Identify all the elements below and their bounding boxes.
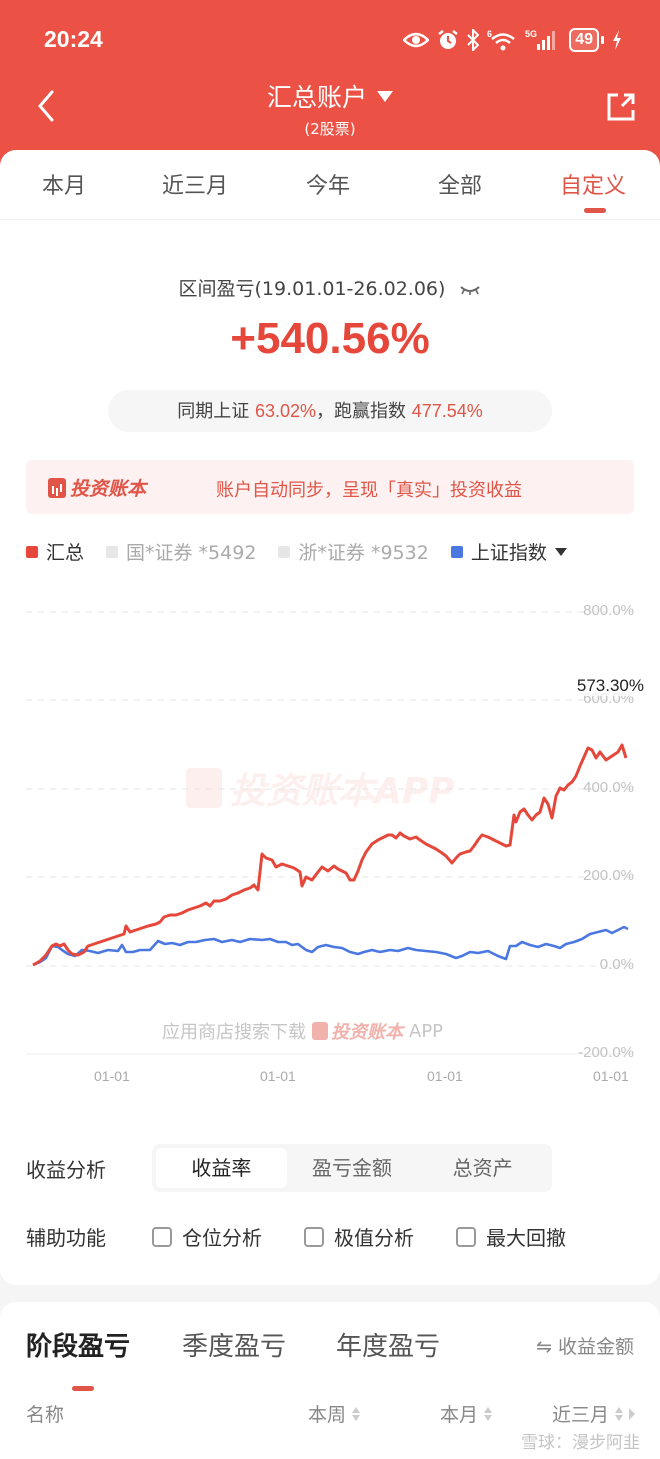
download-hint: 应用商店搜索下载 投资账本 APP: [162, 1020, 444, 1044]
checkbox-icon: [304, 1226, 324, 1247]
ledger-logo-icon: [186, 768, 222, 808]
column-this-week[interactable]: 本周: [308, 1400, 361, 1427]
checkbox-icon: [456, 1226, 476, 1247]
5g-signal-icon: 5G: [525, 29, 556, 50]
return-chart[interactable]: 投资账本APP 800.0% 600.0% 400.0% 200.0% 0.0%…: [0, 590, 660, 1090]
max-drawdown-checkbox[interactable]: 最大回撤: [456, 1222, 566, 1251]
column-name: 名称: [26, 1404, 65, 1426]
wifi-6-icon: 6: [487, 29, 515, 51]
tab-period-pnl[interactable]: 阶段盈亏: [26, 1332, 131, 1362]
ledger-logo-icon: [312, 1022, 328, 1040]
status-bar: 20:24 6 5G 49: [0, 26, 660, 58]
legend-sse-index[interactable]: 上证指数: [450, 538, 567, 565]
page-subtitle: (2股票): [304, 120, 356, 138]
total-return: +540.56%: [230, 314, 430, 363]
period-tabs: 本月 近三月 今年 全部 自定义: [0, 150, 660, 220]
position-analysis-checkbox[interactable]: 仓位分析: [152, 1222, 262, 1251]
pnl-card: 阶段盈亏 季度盈亏 年度盈亏 ⇋ 收益金额 名称 本周 本月 近三月 雪球：漫步…: [0, 1302, 660, 1459]
battery-icon: 49: [569, 28, 604, 52]
page-title: 汇总账户: [266, 83, 367, 112]
main-card: 本月 近三月 今年 全部 自定义 区间盈亏(19.01.01-26.02.06)…: [0, 150, 660, 1285]
toggle-amount-button[interactable]: ⇋ 收益金额: [536, 1336, 634, 1358]
eye-closed-icon[interactable]: [459, 279, 481, 301]
column-this-month[interactable]: 本月: [440, 1400, 493, 1427]
y-tick-0: 0.0%: [599, 956, 634, 973]
sort-icon: [484, 1406, 493, 1421]
tab-last-three-months[interactable]: 近三月: [162, 174, 229, 199]
legend-swatch: [278, 545, 291, 558]
range-label: 区间盈亏(19.01.01-26.02.06): [0, 274, 660, 301]
chart-plot: [26, 611, 634, 1055]
source-watermark: 雪球：漫步阿韭: [521, 1433, 640, 1453]
promo-text: 账户自动同步，呈现「真实」投资收益: [216, 480, 522, 501]
legend-account-5492[interactable]: 国*证券 *5492: [106, 538, 256, 565]
status-icons: 6 5G 49: [403, 28, 622, 52]
sort-icon: [615, 1406, 624, 1421]
tab-this-year[interactable]: 今年: [306, 174, 351, 199]
bluetooth-icon: [467, 29, 480, 51]
extreme-analysis-checkbox[interactable]: 极值分析: [304, 1222, 414, 1251]
aux-functions-row: 辅助功能 仓位分析 极值分析 最大回撤: [26, 1222, 608, 1251]
status-time: 20:24: [44, 26, 103, 52]
tab-custom[interactable]: 自定义: [560, 174, 627, 199]
svg-text:6: 6: [487, 29, 492, 39]
legend-total[interactable]: 汇总: [26, 538, 84, 565]
scroll-right-icon[interactable]: [629, 1407, 636, 1420]
y-tick-200: 200.0%: [583, 867, 634, 884]
aux-functions-label: 辅助功能: [26, 1226, 106, 1250]
tab-yearly-pnl[interactable]: 年度盈亏: [336, 1332, 441, 1362]
caret-down-icon: [377, 90, 393, 102]
end-value-label: 573.30%: [576, 676, 644, 696]
y-tick-800: 800.0%: [583, 602, 634, 619]
nav-bar: 汇总账户 (2股票): [0, 78, 660, 138]
tab-this-month[interactable]: 本月: [42, 174, 87, 199]
x-tick: 01-01: [94, 1068, 130, 1084]
x-tick: 01-01: [593, 1068, 629, 1084]
caret-down-icon: [554, 547, 567, 556]
sse-index-line: [32, 925, 629, 967]
analysis-segmented-control: 收益率 盈亏金额 总资产: [152, 1144, 552, 1192]
index-comparison: 同期上证 63.02%，跑赢指数 477.54%: [108, 390, 552, 432]
legend-swatch: [26, 545, 38, 558]
chart-watermark: 投资账本APP: [186, 762, 455, 814]
index-return: 63.02%: [254, 401, 316, 421]
legend-swatch: [450, 545, 463, 558]
tab-all[interactable]: 全部: [438, 174, 483, 199]
account-selector[interactable]: 汇总账户: [267, 78, 393, 114]
charging-icon: [613, 30, 621, 50]
legend-account-9532[interactable]: 浙*证券 *9532: [278, 538, 429, 565]
seg-pnl-amount[interactable]: 盈亏金额: [312, 1156, 392, 1180]
tab-quarterly-pnl[interactable]: 季度盈亏: [182, 1332, 287, 1362]
share-icon: [607, 93, 635, 121]
ledger-logo-icon: [48, 477, 66, 498]
brand-logo: 投资账本: [48, 474, 146, 501]
y-tick-neg200: -200.0%: [578, 1044, 634, 1061]
legend-swatch: [106, 545, 119, 558]
share-button[interactable]: [604, 90, 638, 124]
chevron-left-icon: [38, 90, 54, 122]
alarm-icon: [438, 30, 458, 49]
range-label-text: 区间盈亏(19.01.01-26.02.06): [178, 278, 446, 300]
checkbox-icon: [152, 1226, 172, 1247]
active-tab-indicator: [584, 208, 606, 213]
sort-icon: [352, 1406, 361, 1421]
seg-total-assets[interactable]: 总资产: [452, 1156, 513, 1180]
active-tab-indicator: [72, 1386, 94, 1391]
seg-return-rate[interactable]: 收益率: [156, 1148, 287, 1188]
return-analysis-row: 收益分析 收益率 盈亏金额 总资产: [26, 1144, 552, 1192]
column-three-months[interactable]: 近三月: [552, 1400, 636, 1427]
y-tick-400: 400.0%: [583, 779, 634, 796]
app-header: 20:24 6 5G 49 汇总账户 (2股票): [0, 0, 660, 175]
battery-level: 49: [569, 28, 599, 52]
excess-return: 477.54%: [411, 401, 483, 421]
promo-banner[interactable]: 投资账本 账户自动同步，呈现「真实」投资收益: [26, 460, 634, 514]
svg-text:5G: 5G: [525, 29, 537, 39]
back-button[interactable]: [30, 86, 64, 126]
chart-legend: 汇总 国*证券 *5492 浙*证券 *9532 上证指数: [26, 538, 589, 565]
x-tick: 01-01: [427, 1068, 463, 1084]
total-return-line: [32, 743, 628, 967]
eye-icon: [403, 32, 430, 48]
return-analysis-label: 收益分析: [26, 1157, 106, 1182]
x-tick: 01-01: [260, 1068, 296, 1084]
